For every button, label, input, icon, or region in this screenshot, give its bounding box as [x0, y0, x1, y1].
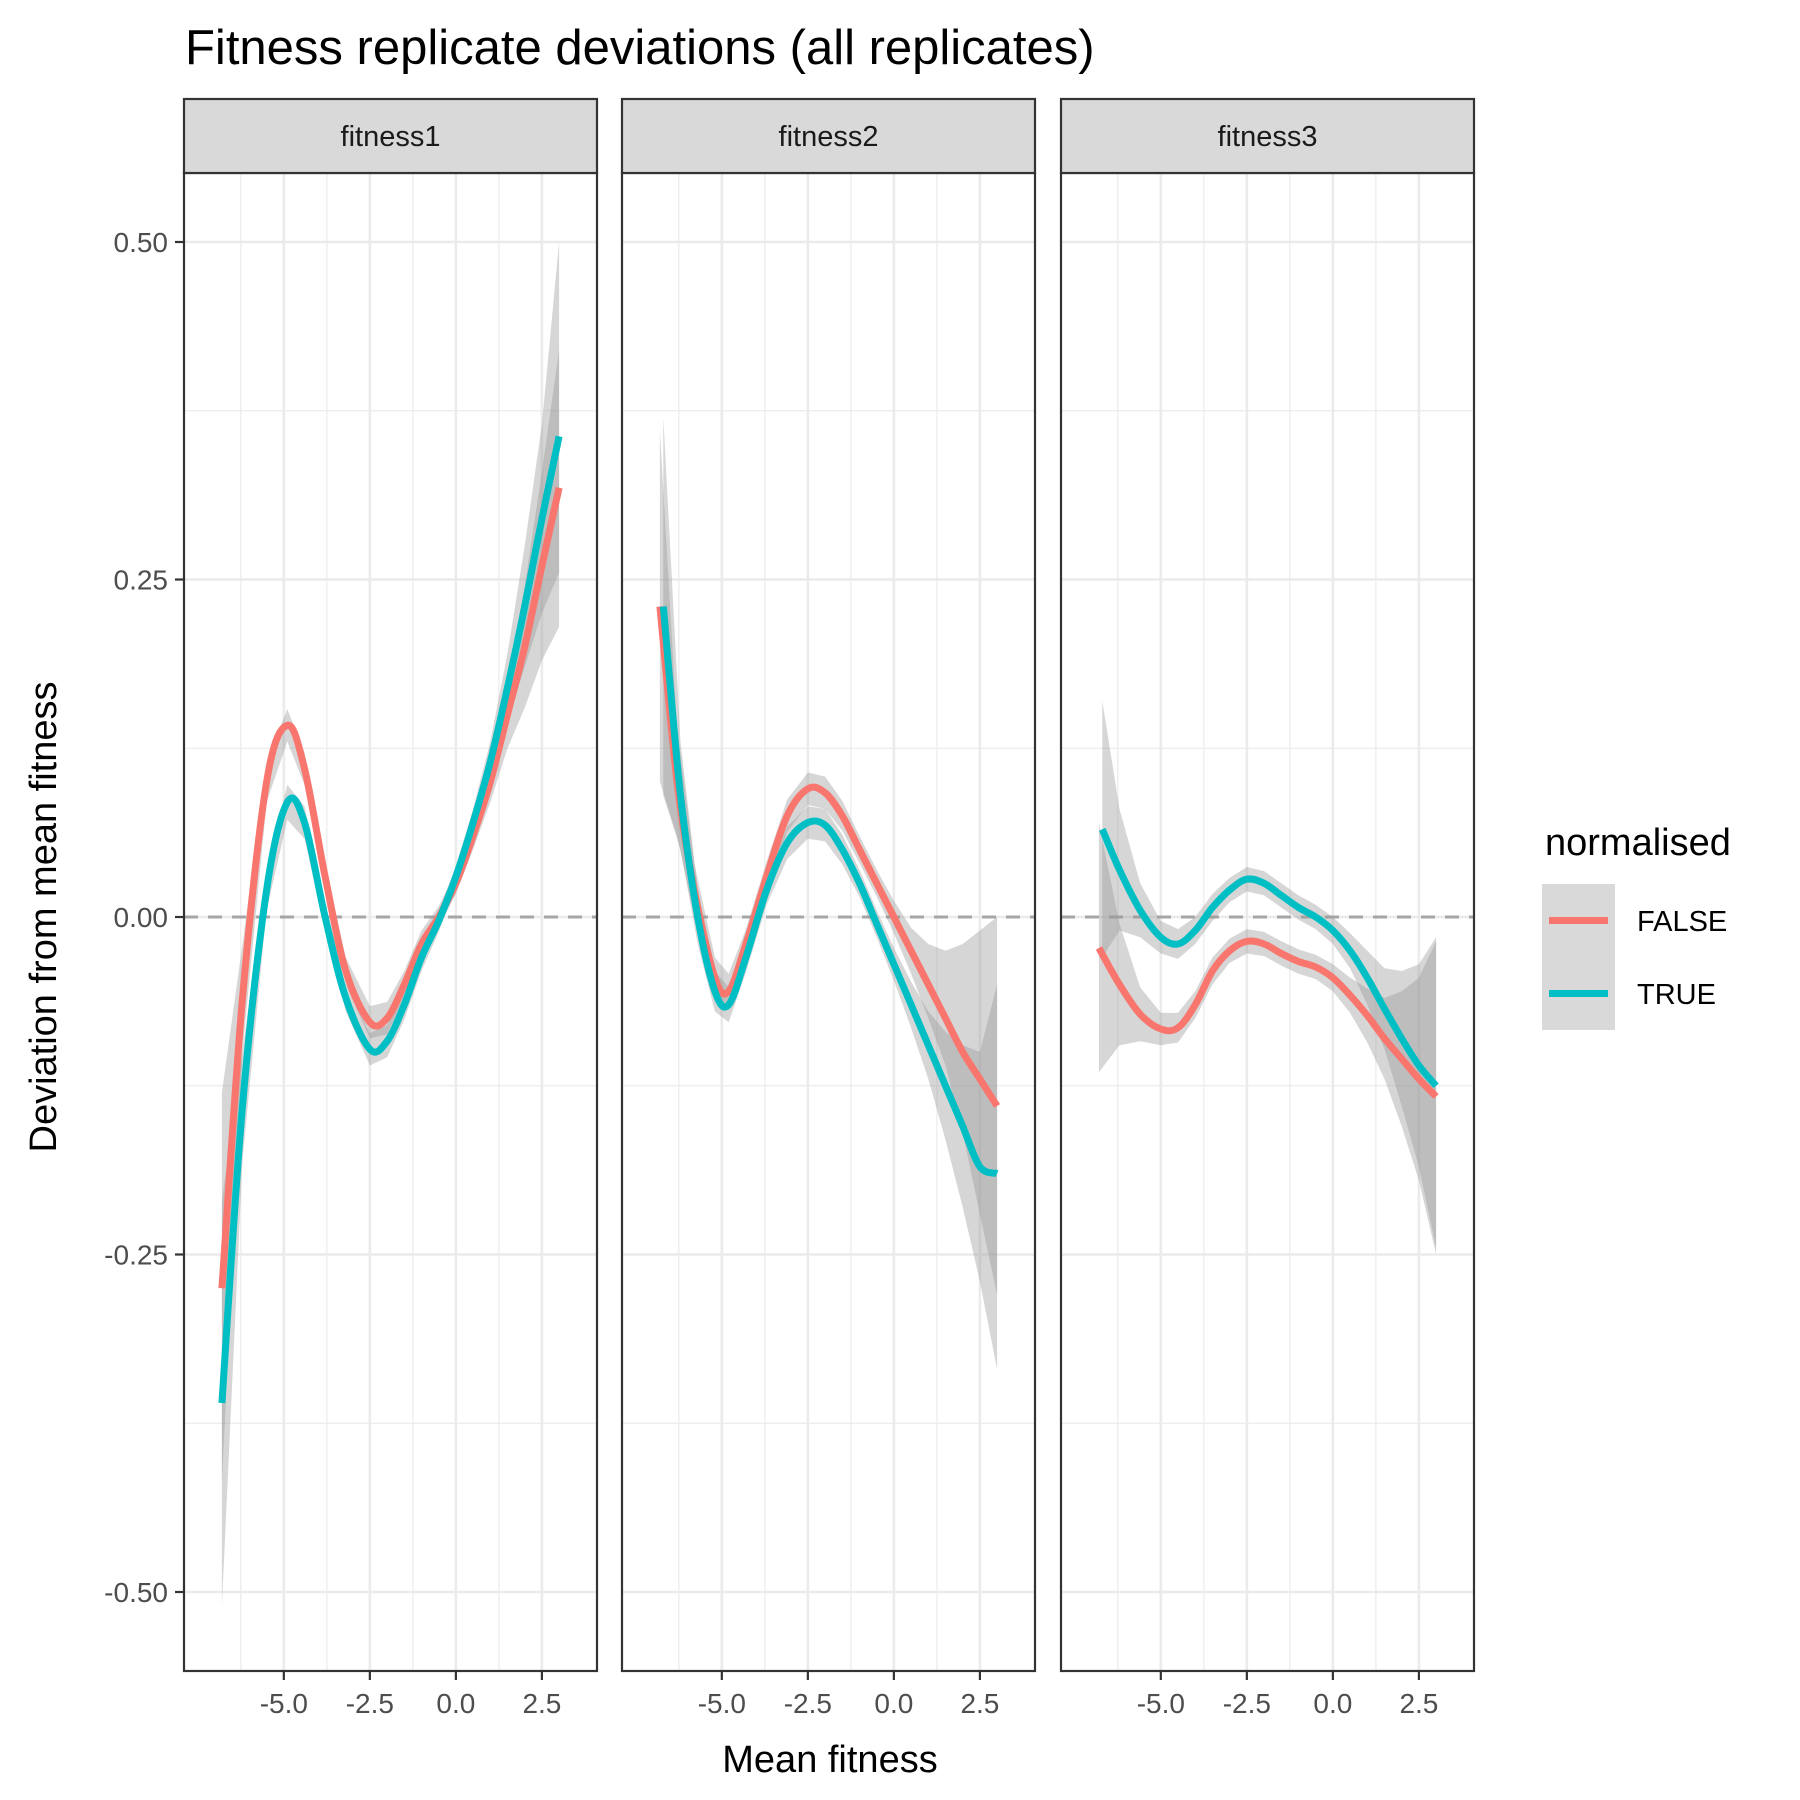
- x-tick-label: 0.0: [1313, 1688, 1352, 1719]
- legend-title: normalised: [1545, 822, 1731, 864]
- x-axis-title: Mean fitness: [722, 1739, 937, 1781]
- chart-title: Fitness replicate deviations (all replic…: [185, 21, 1095, 75]
- facet-panel-fitness2: fitness2: [620, 97, 1037, 1673]
- y-tick-label: 0.25: [114, 565, 169, 596]
- facet-panels: fitness1 fitness2 fitness3: [182, 97, 1476, 1673]
- panel-background: [622, 173, 1035, 1671]
- facet-strip-label: fitness1: [341, 121, 441, 153]
- y-tick-label: -0.25: [104, 1240, 168, 1271]
- x-axis-fitness1: -5.0 -2.5 0.0 2.5: [260, 1671, 561, 1719]
- y-tick-label: 0.50: [114, 227, 169, 258]
- series-line-false: [1095, 937, 1439, 1099]
- facet-strip: [1059, 97, 1476, 175]
- facet-strip: [620, 97, 1037, 175]
- facet-panel-fitness1: fitness1: [182, 97, 599, 1673]
- facet-strip: [182, 97, 599, 175]
- facet-panel-fitness3: fitness3: [1059, 97, 1476, 1673]
- series-line-false: [218, 486, 563, 1289]
- x-tick-label: -5.0: [260, 1688, 308, 1719]
- x-tick-label: 0.0: [436, 1688, 475, 1719]
- x-axes: -5.0 -2.5 0.0 2.5 -5.0 -2.5 0.0 2.5 -5.0 -2.5 0.0 2…: [260, 1671, 1438, 1719]
- x-tick-label: -5.0: [698, 1688, 746, 1719]
- x-tick-label: -2.5: [346, 1688, 394, 1719]
- series-line-true: [659, 606, 999, 1177]
- facet-strip-label: fitness3: [1218, 121, 1318, 153]
- x-tick-label: -2.5: [784, 1688, 832, 1719]
- x-tick-label: -2.5: [1223, 1688, 1271, 1719]
- panel-background: [1061, 173, 1474, 1671]
- y-tick-label: 0.00: [114, 902, 169, 933]
- x-axis-fitness3: -5.0 -2.5 0.0 2.5: [1137, 1671, 1438, 1719]
- y-axis: 0.50 0.25 0.00 -0.25 -0.50: [104, 227, 184, 1608]
- legend-label-true: TRUE: [1637, 979, 1716, 1011]
- confidence-band-false: [1098, 822, 1437, 1255]
- legend-label-false: FALSE: [1637, 906, 1727, 938]
- series-line-true: [1099, 827, 1439, 1089]
- series-line-true: [218, 435, 563, 1404]
- legend: normalised FALSE TRUE: [1542, 822, 1731, 1030]
- y-tick-label: -0.50: [104, 1577, 168, 1608]
- x-tick-label: 0.0: [874, 1688, 913, 1719]
- x-tick-label: 2.5: [1399, 1688, 1438, 1719]
- x-tick-label: 2.5: [522, 1688, 561, 1719]
- x-tick-label: 2.5: [960, 1688, 999, 1719]
- x-tick-label: -5.0: [1137, 1688, 1185, 1719]
- facet-strip-label: fitness2: [779, 121, 879, 153]
- x-axis-fitness2: -5.0 -2.5 0.0 2.5: [698, 1671, 999, 1719]
- y-axis-title: Deviation from mean fitness: [23, 682, 65, 1153]
